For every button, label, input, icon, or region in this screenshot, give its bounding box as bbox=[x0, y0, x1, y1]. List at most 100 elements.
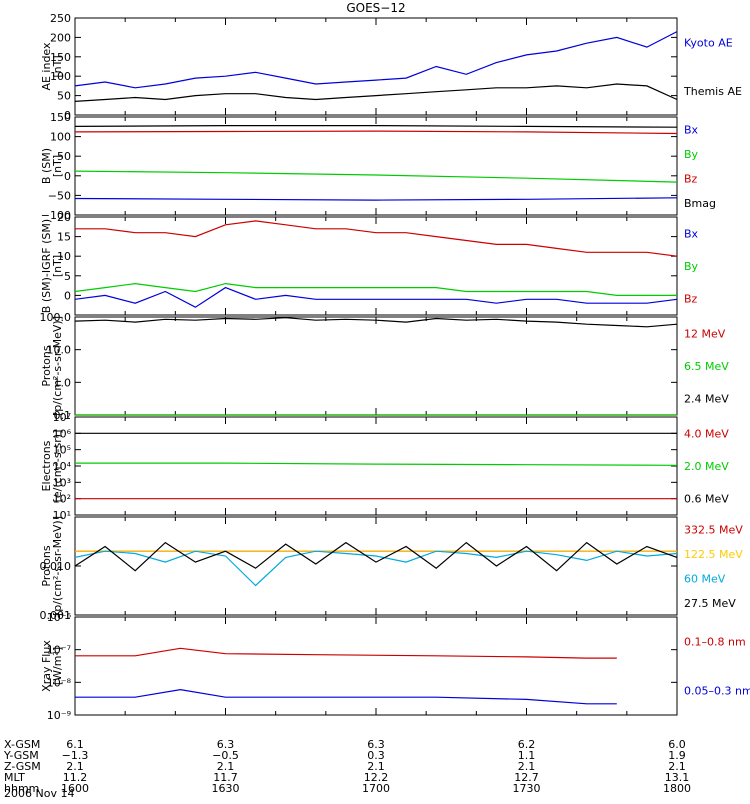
ytick-label: 0 bbox=[64, 289, 71, 302]
ytick-label: 100 bbox=[50, 70, 71, 83]
legend-label: 2.4 MeV bbox=[684, 393, 729, 406]
ylabel: Electrons bbox=[40, 440, 53, 491]
legend-label: 12 MeV bbox=[684, 327, 726, 340]
legend-label: 60 MeV bbox=[684, 572, 726, 585]
ephemeris-value: 2.1 bbox=[668, 760, 686, 773]
panel-frame-4 bbox=[74, 316, 678, 416]
legend-label: 332.5 MeV bbox=[684, 523, 743, 536]
ytick-label: 100.0 bbox=[40, 311, 72, 324]
plot-title: GOES−12 bbox=[346, 1, 405, 15]
ephemeris-value: 1730 bbox=[513, 782, 541, 795]
series-line-bx bbox=[74, 286, 678, 308]
ephemeris-value: 6.3 bbox=[367, 738, 385, 751]
ytick-label: 50 bbox=[57, 90, 71, 103]
ytick-label: 0.010 bbox=[40, 560, 72, 573]
ephemeris-value: 1630 bbox=[212, 782, 240, 795]
legend-label: 27.5 MeV bbox=[684, 597, 736, 610]
series-line-2-0-mev bbox=[75, 462, 678, 466]
series-line-27-5-mev bbox=[74, 541, 678, 572]
ylabel: B (SM) bbox=[40, 148, 53, 184]
ytick-label: 150 bbox=[50, 51, 71, 64]
panel-frame-6 bbox=[74, 516, 678, 616]
ytick-label: 10 bbox=[57, 250, 71, 263]
ephemeris-value: 12.2 bbox=[364, 771, 389, 784]
ytick-label: −50 bbox=[48, 189, 71, 202]
series-line-2-4-mev bbox=[74, 317, 678, 328]
ytick-label: 10⁶ bbox=[53, 427, 72, 440]
ylabel: [nT] bbox=[51, 155, 64, 177]
ephemeris-value: 1600 bbox=[61, 782, 89, 795]
ephemeris-value: −0.5 bbox=[212, 749, 239, 762]
legend-label: Bx bbox=[684, 227, 699, 240]
ephemeris-row-label: hhmm bbox=[4, 782, 39, 795]
panel-frame-1 bbox=[74, 17, 678, 116]
ytick-label: 150 bbox=[50, 111, 71, 124]
series-line-bz bbox=[75, 220, 678, 257]
ephemeris-value: 1700 bbox=[362, 782, 390, 795]
ephemeris-value: 2.1 bbox=[367, 760, 385, 773]
legend-label: 122.5 MeV bbox=[684, 548, 743, 561]
ephemeris-value: 1.1 bbox=[518, 749, 536, 762]
ytick-label: 0 bbox=[64, 170, 71, 183]
ytick-label: 200 bbox=[50, 31, 71, 44]
series-line-bz bbox=[74, 130, 678, 135]
ephemeris-row-label: Y-GSM bbox=[3, 749, 39, 762]
ylabel: Protons bbox=[40, 545, 53, 586]
ytick-label: −100 bbox=[41, 209, 71, 222]
ephemeris-value: 1.9 bbox=[668, 749, 686, 762]
ephemeris-value: 13.1 bbox=[665, 771, 690, 784]
legend-label: Themis AE bbox=[683, 85, 742, 98]
ephemeris-value: 6.2 bbox=[518, 738, 536, 751]
ylabel: AE index bbox=[40, 42, 53, 91]
ytick-label: 10⁻⁷ bbox=[47, 644, 71, 657]
ylabel: [W/m²] bbox=[51, 647, 64, 685]
ylabel: [p/(cm²-s-sr-MeV)] bbox=[51, 516, 64, 616]
ytick-label: 50 bbox=[57, 150, 71, 163]
ephemeris-value: 6.1 bbox=[66, 738, 84, 751]
ytick-label: 10² bbox=[53, 493, 71, 506]
ephemeris-value: 2.1 bbox=[518, 760, 536, 773]
ytick-label: 0 bbox=[64, 109, 71, 122]
ephemeris-value: 0.3 bbox=[367, 749, 385, 762]
ephemeris-value: 2.1 bbox=[66, 760, 84, 773]
legend-label: 2.0 MeV bbox=[684, 460, 729, 473]
ytick-label: 20 bbox=[57, 211, 71, 224]
series-line-bmag bbox=[74, 125, 678, 128]
panel-frame-3 bbox=[74, 216, 678, 316]
ephemeris-value: 2.1 bbox=[217, 760, 235, 773]
legend-label: 0.05–0.3 nm bbox=[684, 685, 750, 698]
ytick-label: 10⁻⁹ bbox=[47, 709, 71, 722]
ephemeris-value: −1.3 bbox=[62, 749, 89, 762]
ytick-label: 0.001 bbox=[40, 609, 72, 622]
ylabel: [nT] bbox=[51, 55, 64, 77]
ytick-label: 10³ bbox=[53, 476, 71, 489]
legend-label: By bbox=[684, 260, 699, 273]
ephemeris-value: 11.7 bbox=[213, 771, 238, 784]
ytick-label: 250 bbox=[50, 12, 71, 25]
ylabel: Xray Flux bbox=[40, 640, 53, 692]
ytick-label: 10⁷ bbox=[53, 411, 71, 424]
legend-label: 6.5 MeV bbox=[684, 360, 729, 373]
ephemeris-value: 1800 bbox=[663, 782, 691, 795]
ytick-label: 10⁴ bbox=[53, 460, 72, 473]
ytick-label: 15 bbox=[57, 231, 71, 244]
ephemeris-value: 11.2 bbox=[63, 771, 88, 784]
panel-frame-5 bbox=[74, 416, 678, 516]
date-label: 2006 Nov 14 bbox=[4, 787, 74, 800]
ylabel: [p/(cm²-s-sr-MeV)] bbox=[51, 316, 64, 416]
ytick-label: 5 bbox=[64, 270, 71, 283]
series-line-by bbox=[74, 282, 677, 296]
ytick-label: 1.0 bbox=[54, 376, 72, 389]
ephemeris-row-label: MLT bbox=[4, 771, 25, 784]
panel-frame-7 bbox=[74, 616, 678, 716]
ylabel: [e/(cm²-s-sr)] bbox=[51, 430, 64, 503]
ylabel: B (SM)-IGRF (SM) bbox=[40, 219, 53, 313]
series-line-60-mev bbox=[74, 550, 678, 587]
ytick-label: 100 bbox=[50, 131, 71, 144]
ytick-label: 10⁻⁸ bbox=[47, 676, 72, 689]
ytick-label: 10.0 bbox=[47, 344, 72, 357]
series-line-bx bbox=[74, 197, 678, 201]
legend-label: 0.1–0.8 nm bbox=[684, 636, 746, 649]
legend-label: 0.6 MeV bbox=[684, 493, 729, 506]
